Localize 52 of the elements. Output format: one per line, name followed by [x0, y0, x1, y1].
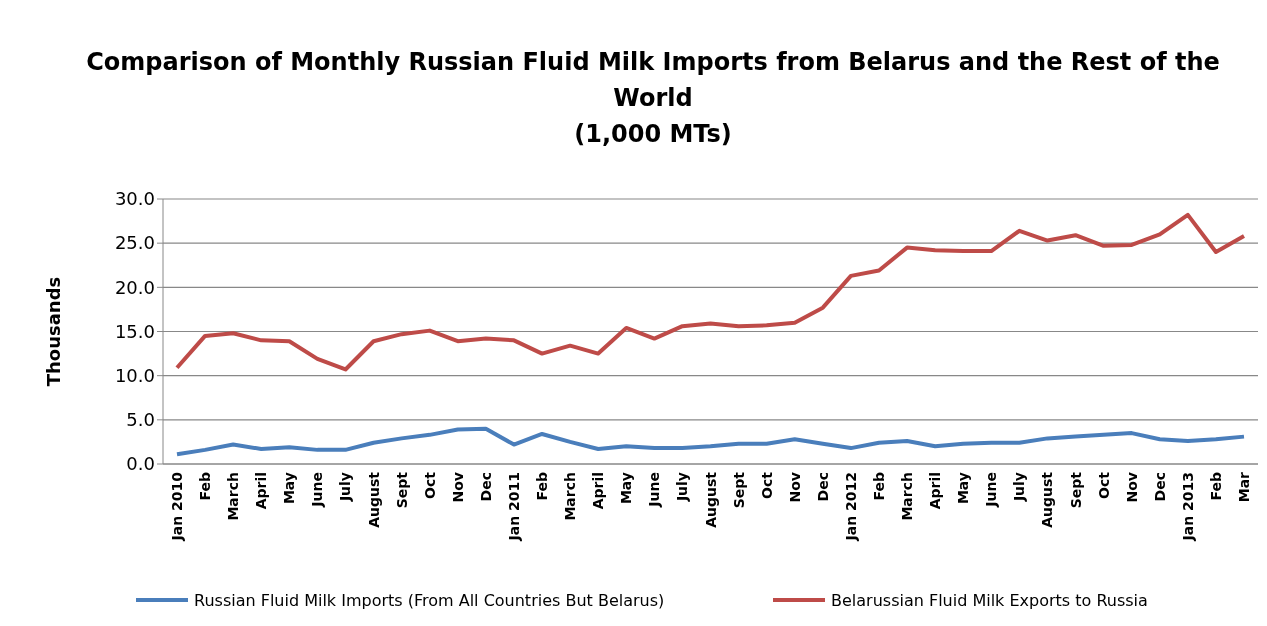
x-tick-label: April — [253, 472, 270, 510]
x-tick-label: Sept — [1067, 471, 1084, 509]
y-tick-label: 5.0 — [126, 409, 155, 431]
x-tick-label: Oct — [1095, 471, 1112, 499]
x-tick-label: April — [927, 472, 944, 510]
y-tick-label: 20.0 — [114, 276, 155, 298]
x-tick-label: August — [1039, 471, 1056, 528]
x-tick-label: Dec — [477, 472, 494, 502]
x-tick-label: March — [562, 472, 579, 521]
chart-title: Comparison of Monthly Russian Fluid Milk Imports from Belarus and the Rest of the World (1,000 MTs) — [86, 48, 1220, 148]
x-tick-label: Jan 2013 — [1179, 472, 1196, 542]
x-tick-label: Jan 2012 — [842, 472, 859, 542]
y-tick-label: 0.0 — [126, 453, 155, 475]
x-tick-label: March — [225, 472, 242, 521]
x-tick-label: May — [618, 472, 635, 505]
x-tick-label: Nov — [786, 472, 803, 503]
x-tick-label: July — [1011, 472, 1028, 503]
x-tick-label: May — [955, 472, 972, 505]
x-tick-label: July — [337, 472, 354, 503]
x-tick-label: June — [646, 472, 663, 508]
legend-label: Russian Fluid Milk Imports (From All Countries But Belarus) — [194, 591, 665, 610]
x-tick-label: Dec — [1151, 472, 1168, 502]
legend-label: Belarussian Fluid Milk Exports to Russia — [831, 591, 1148, 610]
x-tick-label: June — [983, 472, 1000, 508]
y-axis-title: Thousands — [43, 276, 64, 387]
x-tick-label: Nov — [449, 472, 466, 503]
x-tick-label: Feb — [1207, 472, 1224, 501]
x-tick-label: Sept — [730, 471, 747, 509]
x-tick-label: Jan 2010 — [169, 471, 185, 542]
line-series — [175, 212, 1246, 372]
x-tick-label: Oct — [421, 471, 438, 499]
x-tick-label: April — [590, 472, 607, 510]
x-tick-label: July — [674, 472, 691, 503]
x-tick-label: May — [281, 472, 298, 505]
x-tick-label: Sept — [393, 471, 410, 509]
x-tick-label: August — [365, 471, 382, 528]
y-tick-label: 25.0 — [114, 232, 155, 254]
line-series — [175, 426, 1246, 457]
y-tick-label: 30.0 — [114, 188, 155, 210]
x-tick-label: Mar — [1236, 471, 1252, 503]
x-tick-label: Nov — [1123, 472, 1140, 503]
x-tick-label: Feb — [197, 472, 214, 501]
x-tick-label: Feb — [534, 472, 551, 501]
x-tick-label: June — [309, 472, 326, 508]
x-tick-label: March — [899, 472, 916, 521]
x-tick-label: August — [702, 471, 719, 528]
x-tick-label: Dec — [814, 472, 831, 502]
x-tick-label: Oct — [758, 471, 775, 499]
x-tick-label: Feb — [870, 472, 887, 501]
x-tick-label: Jan 2011 — [505, 472, 522, 542]
y-tick-label: 15.0 — [114, 320, 155, 342]
y-tick-label: 10.0 — [114, 364, 155, 386]
